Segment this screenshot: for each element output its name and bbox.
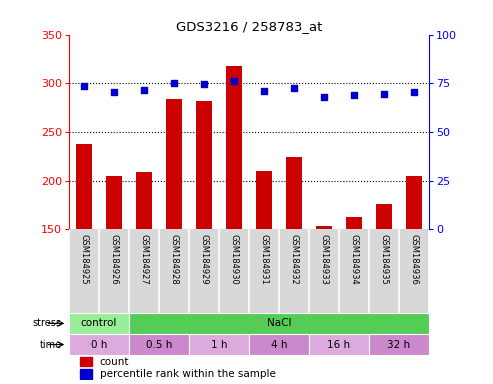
Text: time: time (40, 339, 62, 349)
Text: GSM184930: GSM184930 (229, 233, 239, 284)
Bar (76, 144, 92, 229)
Text: GSM184931: GSM184931 (259, 233, 269, 284)
Bar (136, 172, 152, 229)
Bar (80, 357, 92, 366)
Bar (196, 101, 212, 229)
Point (320, 94, 328, 100)
Bar (256, 171, 272, 229)
Text: 1 h: 1 h (211, 339, 227, 349)
Bar (316, 227, 332, 229)
Text: count: count (100, 357, 129, 367)
Point (410, 89, 418, 95)
Text: GSM184929: GSM184929 (200, 233, 209, 284)
Text: GSM184932: GSM184932 (289, 233, 298, 284)
Point (140, 87, 148, 93)
Text: 32 h: 32 h (387, 339, 411, 349)
Text: 16 h: 16 h (327, 339, 351, 349)
Text: GSM184928: GSM184928 (170, 233, 178, 284)
Point (350, 92, 358, 98)
Bar (346, 217, 362, 229)
Point (230, 78, 238, 84)
Text: 0.5 h: 0.5 h (146, 339, 172, 349)
Text: 4 h: 4 h (271, 339, 287, 349)
Bar (69, 313, 129, 334)
Bar (129, 313, 429, 334)
Text: stress: stress (33, 318, 62, 328)
Text: control: control (81, 318, 117, 328)
Title: GDS3216 / 258783_at: GDS3216 / 258783_at (176, 20, 322, 33)
Text: GSM184934: GSM184934 (350, 233, 358, 284)
Bar (69, 334, 129, 355)
Text: GSM184933: GSM184933 (319, 233, 328, 285)
Text: GSM184926: GSM184926 (109, 233, 118, 284)
Text: GSM184925: GSM184925 (79, 233, 89, 284)
Text: GSM184935: GSM184935 (380, 233, 388, 284)
Bar (406, 176, 422, 229)
Bar (369, 334, 429, 355)
Point (260, 88, 268, 94)
Point (110, 89, 118, 95)
Point (200, 81, 208, 87)
Text: NaCl: NaCl (267, 318, 291, 328)
Bar (376, 204, 392, 229)
Point (290, 85, 298, 91)
Bar (129, 334, 189, 355)
Bar (189, 334, 249, 355)
Text: GSM184927: GSM184927 (140, 233, 148, 284)
Text: percentile rank within the sample: percentile rank within the sample (100, 369, 276, 379)
Bar (309, 334, 369, 355)
Bar (80, 369, 92, 379)
Text: 0 h: 0 h (91, 339, 107, 349)
Bar (166, 99, 182, 229)
Bar (226, 66, 242, 229)
Point (380, 91, 388, 97)
Text: GSM184936: GSM184936 (409, 233, 419, 285)
Bar (106, 176, 122, 229)
Bar (286, 157, 302, 229)
Point (80, 83, 88, 89)
Bar (249, 334, 309, 355)
Point (170, 80, 178, 86)
